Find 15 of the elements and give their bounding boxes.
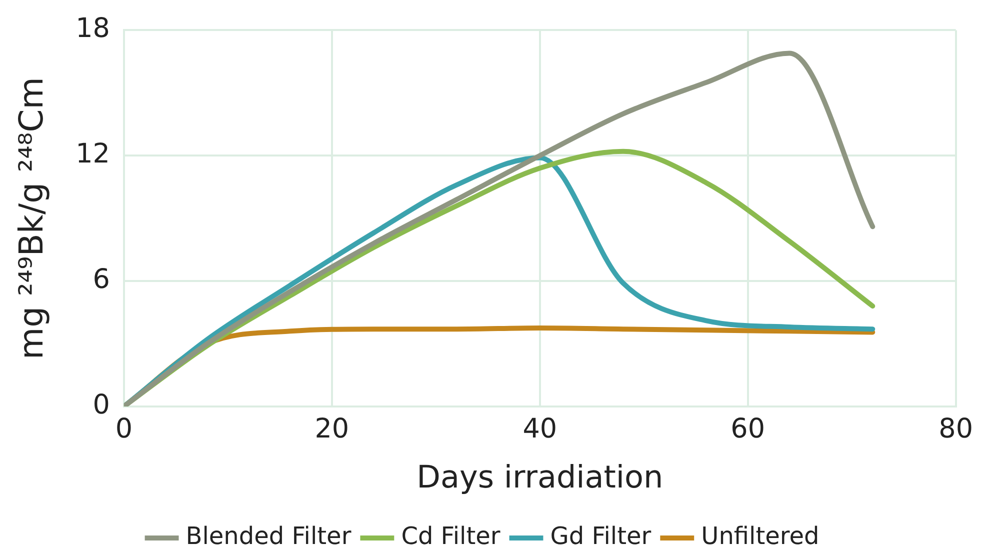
y-tick-label: 0 xyxy=(92,389,110,420)
legend-label: Blended Filter xyxy=(186,522,352,550)
y-axis-title: mg ²⁴⁹Bk/g ²⁴⁸Cm xyxy=(11,77,50,360)
y-tick-label: 12 xyxy=(76,138,110,170)
legend-label: Cd Filter xyxy=(401,522,500,550)
x-tick-label: 20 xyxy=(314,414,350,445)
y-tick-label: 18 xyxy=(76,13,110,44)
x-tick-label: 60 xyxy=(730,414,766,445)
legend-label: Unfiltered xyxy=(701,522,820,550)
x-tick-label: 80 xyxy=(938,414,973,445)
x-axis-title: Days irradiation xyxy=(416,459,664,496)
x-tick-label: 40 xyxy=(522,414,558,445)
x-tick-label: 0 xyxy=(115,414,133,445)
y-tick-label: 6 xyxy=(92,264,110,296)
legend-label: Gd Filter xyxy=(550,522,652,550)
